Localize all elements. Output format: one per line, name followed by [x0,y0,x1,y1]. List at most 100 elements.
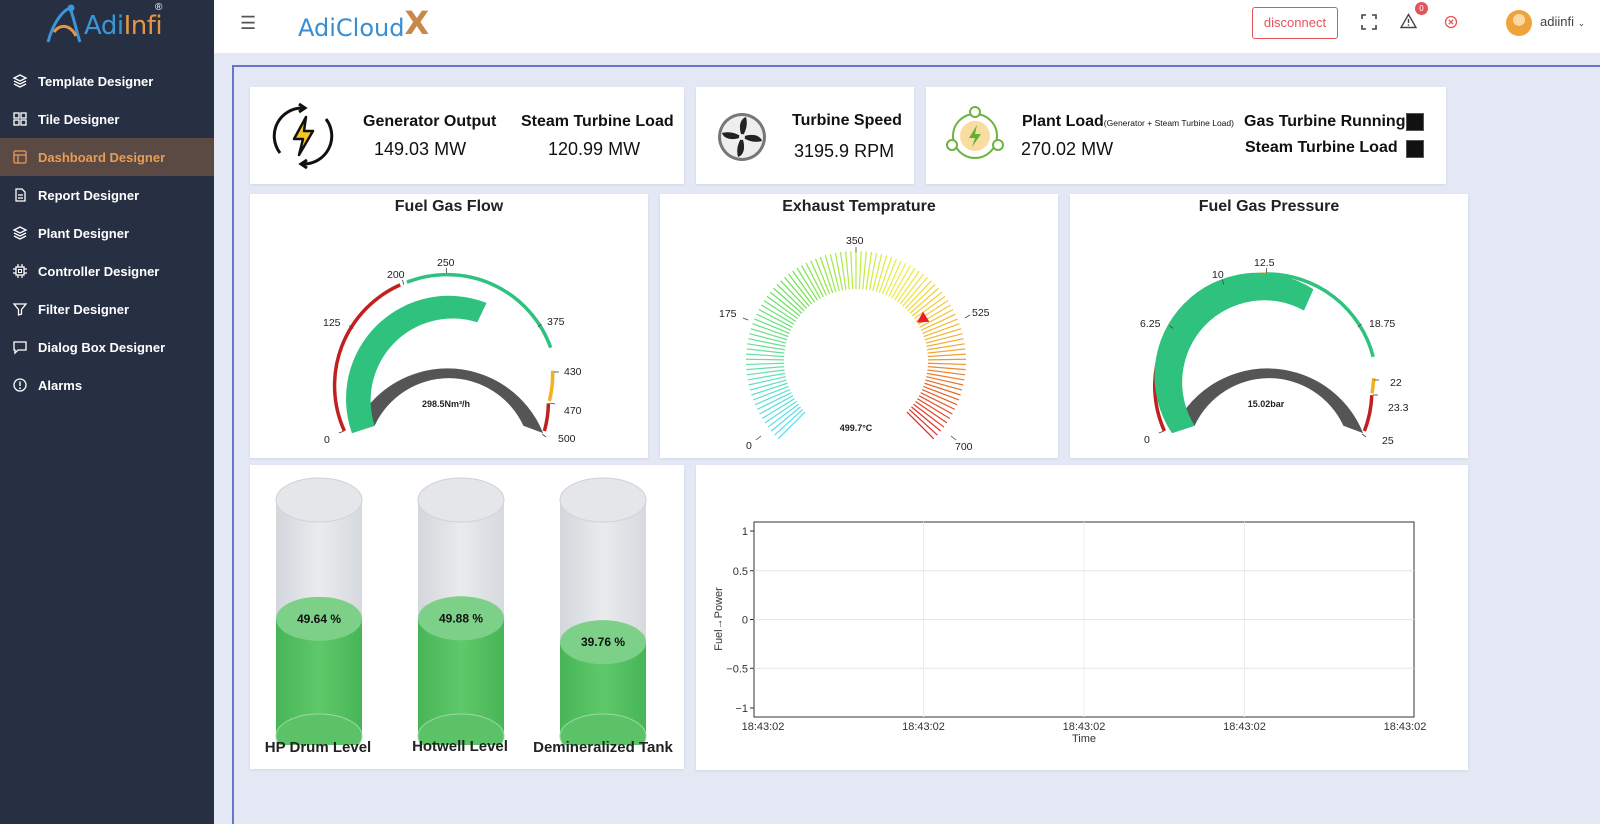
gauge-tick [919,308,954,328]
y-tick-label: 0.5 [733,566,748,578]
sidebar-item-tile-designer[interactable]: Tile Designer [0,100,214,138]
gauge-tick [927,348,966,354]
gauge-tick [872,253,883,292]
gauge-tick [924,382,961,396]
tank-label: Demineralized Tank [533,739,673,756]
gauge-tick [814,258,831,295]
top-bar: ☰ AdiCloudX disconnect 0 adiinfi ⌄ [214,0,1600,53]
tank-hp-drum: 49.64 % [275,477,363,745]
generator-output-value: 149.03 MW [374,139,467,159]
gauge-tick [899,273,924,305]
fuel-gas-pressure-gauge-card[interactable]: Fuel Gas Pressure 0 6.25 10 12.5 [1070,194,1468,458]
gauge-band-green [406,272,553,349]
fuel-power-chart-card[interactable]: 1 0.5 0 −0.5 −1 18:43:02 18:43:02 18:43:02 18:4… [696,465,1468,770]
gauge-tick [907,284,936,312]
gauge-tick [824,255,837,293]
gauge-tick [776,284,805,312]
tank-liquid-surface [418,596,504,641]
tank-top [559,477,647,523]
gauge-tick [752,385,789,401]
gauge-title: Fuel Gas Flow [394,198,504,215]
gauge-value: 15.02bar [1248,399,1285,409]
gauge-tick [862,251,867,290]
disconnect-button[interactable]: disconnect [1252,7,1338,39]
gauge-tick [747,372,786,381]
steam-turbine-load-status-label: Steam Turbine Load : [1245,139,1412,156]
gauge-track [1171,368,1364,434]
tank-levels-graphic: 49.64 % 49.88 % 39.76 % [275,477,647,745]
gauge-tick [805,262,824,298]
fuel-power-chart: 10.50−0.5−1 18:43:02 18:43:02 18:43:02 18:4… [713,521,1426,745]
tank-levels-card[interactable]: 49.64 % 49.88 % 39.76 % HP Drum Level Ho… [250,465,684,769]
chat-icon [13,341,27,355]
gauge-tick-label: 6.25 [1140,318,1161,330]
sidebar-item-report-designer[interactable]: Report Designer [0,176,214,214]
gauge-tick [927,353,966,358]
fullscreen-icon[interactable] [1361,14,1377,30]
gauge-tick [784,276,810,307]
gauge-tick [921,389,958,406]
tank-hotwell: 49.88 % [417,477,505,745]
gauge-tick-label: 700 [955,441,973,453]
steam-turbine-load-value: 120.99 MW [548,139,641,159]
dashboard-icon [13,150,27,164]
sidebar-item-dashboard-designer[interactable]: Dashboard Designer [0,138,214,176]
gauge-tick-label: 200 [387,269,405,281]
gauge-tick [918,395,953,415]
brand-main-text: Adi [84,11,124,41]
sidebar-item-plant-designer[interactable]: Plant Designer [0,214,214,252]
gauge-tick [908,409,938,436]
sidebar-item-alarms[interactable]: Alarms [0,366,214,404]
gauge-tick-label: 22 [1390,377,1402,389]
gauge-tick [761,398,795,419]
menu-toggle-icon[interactable]: ☰ [240,13,257,33]
close-circle-icon[interactable] [1444,15,1458,29]
sidebar-item-label: Dashboard Designer [38,149,166,165]
gauge-tick [747,343,785,351]
gauge-tick [927,369,966,376]
warning-icon[interactable] [1400,13,1417,29]
gauge-tick [850,251,854,290]
gauge-tick [796,267,818,301]
gauge-tick [926,372,965,381]
sidebar-item-label: Dialog Box Designer [38,339,166,355]
generator-kpi-card[interactable]: Generator Output 149.03 MW Steam Turbine… [250,87,684,184]
layers-icon [12,74,28,88]
gauge-tick [748,376,786,386]
gauge-band-red-low [332,283,401,432]
gauge-tick [888,262,907,298]
adiinfi-logo-icon [46,4,82,43]
gauge-tick [763,300,797,322]
gauge-tick [767,403,799,428]
plant-load-card[interactable]: Plant Load(Generator + Steam Turbine Loa… [926,87,1446,184]
gauge-tick [748,338,786,347]
gauge-tick [792,270,816,303]
gauge-tick [829,253,840,292]
gauge-tick [749,333,787,344]
sidebar-item-controller-designer[interactable]: Controller Designer [0,252,214,290]
gauge-value: 298.5Nm³/h [422,399,470,409]
user-menu[interactable]: adiinfi ⌄ [1540,14,1585,29]
gauge-tick [909,287,939,314]
gauge-tick [751,382,788,396]
gauge-tick [915,400,948,424]
gauge-tick [764,400,797,424]
fuel-gas-flow-gauge-card[interactable]: Fuel Gas Flow 0 125 200 250 375 [250,194,648,458]
gauge-tick [800,265,821,299]
sidebar-item-dialog-box-designer[interactable]: Dialog Box Designer [0,328,214,366]
chart-grid [754,522,1414,717]
gauge-tick [766,295,799,320]
gauge-tick [777,411,806,440]
gauge-tick-label: 470 [564,405,582,417]
sidebar-item-filter-designer[interactable]: Filter Designer [0,290,214,328]
sidebar-item-template-designer[interactable]: Template Designer [0,62,214,100]
layers-icon [12,226,28,240]
exhaust-temperature-gauge-card[interactable]: Exhaust Temprature 0 175 350 525 700 499… [660,194,1058,458]
sidebar-item-label: Filter Designer [38,301,130,317]
brand-logo[interactable]: AdiInfi ® [38,2,168,46]
turbine-speed-card[interactable]: Turbine Speed 3195.9 RPM [696,87,914,184]
avatar[interactable] [1506,10,1532,36]
gauge-tick [926,338,964,347]
gauge-tick [746,353,785,358]
gauge-tick [780,280,808,309]
